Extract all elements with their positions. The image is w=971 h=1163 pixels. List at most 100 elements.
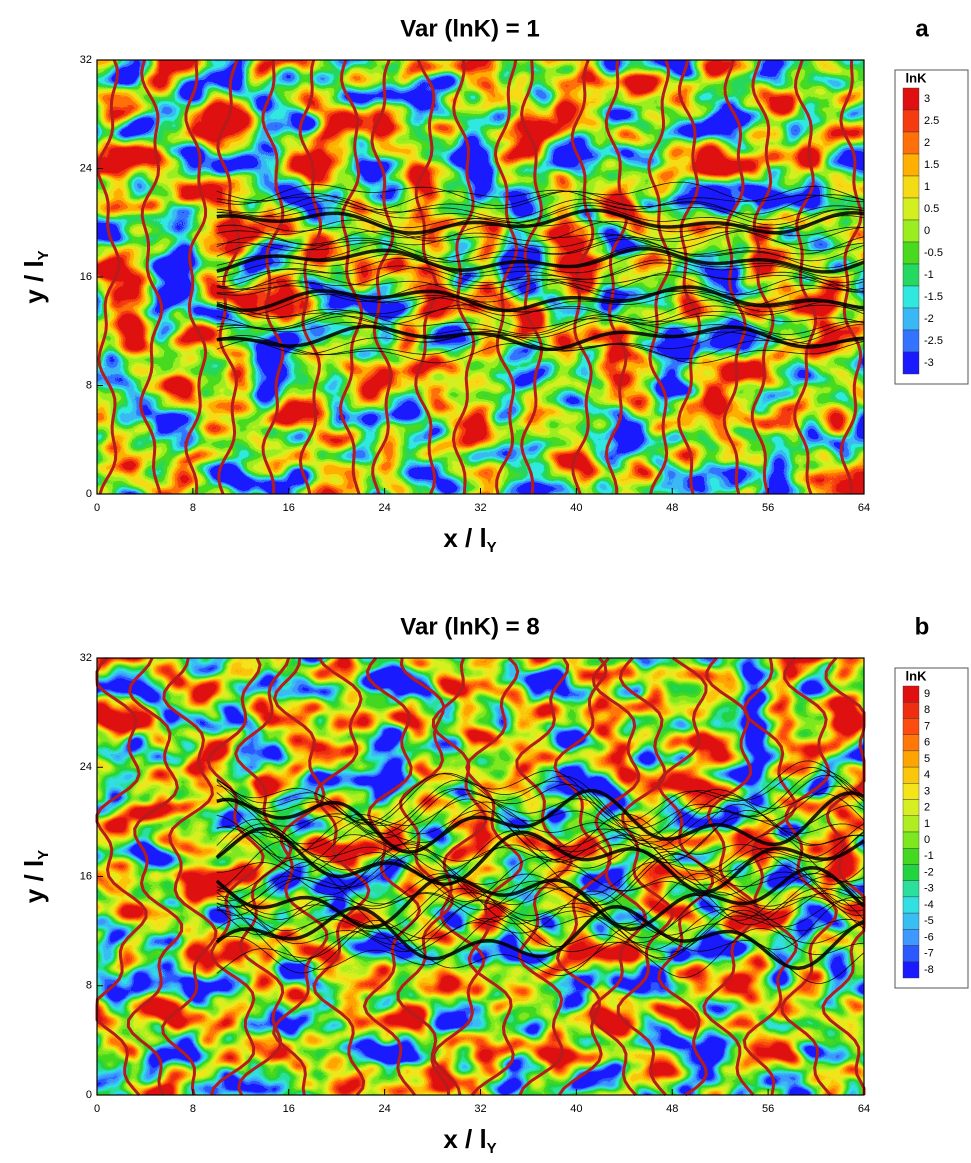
pathline [216, 813, 865, 875]
pathline [216, 760, 865, 824]
pathline [216, 238, 865, 263]
pathline [216, 876, 865, 939]
pathline [216, 200, 865, 226]
x-tick-label: 32 [474, 1103, 486, 1115]
colorbar-swatch [902, 702, 920, 719]
pathline [216, 230, 865, 254]
pathline [216, 784, 865, 849]
y-tick-label: 32 [80, 652, 92, 664]
colorbar-tick-label: -6 [924, 931, 934, 943]
x-tick-label: 40 [570, 502, 582, 514]
pathline [216, 334, 865, 360]
y-tick-label: 0 [86, 488, 92, 500]
x-tick-label: 32 [474, 502, 486, 514]
colorbar-tick-label: -8 [924, 964, 934, 976]
y-axis-label: y / lY [19, 850, 52, 903]
streamline [780, 657, 838, 1096]
contour-field [97, 60, 864, 494]
colorbar-tick-label: 1.5 [924, 159, 939, 171]
colorbar-tick-label: 3 [924, 785, 930, 797]
pathline [216, 900, 865, 962]
streamline [370, 59, 395, 495]
colorbar-swatch [902, 766, 920, 784]
streamline [339, 59, 364, 495]
streamline [493, 59, 519, 495]
streamline [312, 657, 371, 1096]
streamline [604, 59, 629, 495]
pathline [216, 282, 865, 307]
x-tick-label: 0 [94, 1103, 100, 1115]
pathline [216, 219, 865, 245]
x-tick-label: 56 [762, 502, 774, 514]
y-axis-label-sub: Y [35, 850, 52, 860]
streamline [362, 657, 422, 1096]
x-tick-label: 64 [858, 1103, 870, 1115]
colorbar-tick-label: 5 [924, 753, 930, 765]
x-tick-label: 8 [190, 502, 196, 514]
x-tick-label: 24 [379, 1103, 391, 1115]
pathline [216, 208, 865, 235]
colorbar-swatch [902, 109, 920, 133]
pathline [215, 866, 866, 932]
pathline [216, 181, 865, 207]
streamline [206, 657, 265, 1096]
pathline [216, 204, 865, 229]
colorbar-tick-label: 1 [924, 181, 930, 193]
y-axis-label-main: y / l [19, 860, 49, 903]
streamline [261, 59, 285, 495]
pathline [215, 826, 865, 894]
colorbar-swatch [902, 153, 920, 177]
y-axis-label: y / lY [19, 250, 52, 303]
x-tick-label: 48 [666, 1103, 678, 1115]
pathline [216, 272, 865, 298]
y-axis-label-sub: Y [35, 250, 52, 260]
x-tick-label: 8 [190, 1103, 196, 1115]
y-tick-label: 16 [80, 271, 92, 283]
y-tick-label: 8 [86, 980, 92, 992]
streamline [589, 656, 648, 1097]
colorbar-swatch [902, 263, 920, 287]
colorbar-swatch [902, 815, 920, 833]
pathline [216, 310, 865, 335]
colorbar-tick-label: -2 [924, 313, 934, 325]
pathline [216, 774, 865, 839]
colorbar-swatch [902, 219, 920, 243]
colorbar-swatch [902, 285, 920, 309]
pathline [216, 186, 865, 211]
streamline [451, 59, 476, 495]
colorbar-tick-label: -2.5 [924, 335, 943, 347]
panel-label: a [915, 15, 929, 42]
x-tick-label: 16 [283, 1103, 295, 1115]
colorbar-tick-label: -7 [924, 948, 934, 960]
colorbar-swatch [902, 685, 920, 703]
pathline [216, 847, 865, 912]
colorbar-swatch [902, 864, 920, 881]
y-tick-label: 24 [80, 162, 92, 174]
streamline [414, 59, 439, 495]
streamline [96, 59, 121, 495]
pathline [216, 861, 865, 926]
streamline [742, 657, 799, 1096]
y-axis-label-main: y / l [19, 260, 49, 303]
colorbar-swatch [902, 329, 920, 353]
x-axis-label-main: x / l [443, 523, 486, 553]
streamline [647, 59, 672, 495]
pathline [216, 214, 865, 240]
pathline [216, 291, 865, 317]
pathline [216, 823, 865, 886]
pathline [216, 779, 865, 842]
streamline [702, 657, 761, 1096]
pathline [216, 246, 865, 274]
chart-title: Var (lnK) = 1 [400, 15, 539, 42]
pathline [216, 267, 865, 292]
colorbar-swatch [902, 351, 920, 375]
y-tick-label: 32 [80, 54, 92, 66]
streamline [184, 59, 208, 495]
colorbar-tick-label: 9 [924, 688, 930, 700]
pathline [216, 301, 865, 326]
colorbar-swatch [902, 880, 920, 898]
colorbar-tick-label: 3 [924, 93, 930, 105]
colorbar-swatch [902, 831, 920, 849]
streamline [570, 59, 595, 495]
streamline [216, 59, 241, 495]
